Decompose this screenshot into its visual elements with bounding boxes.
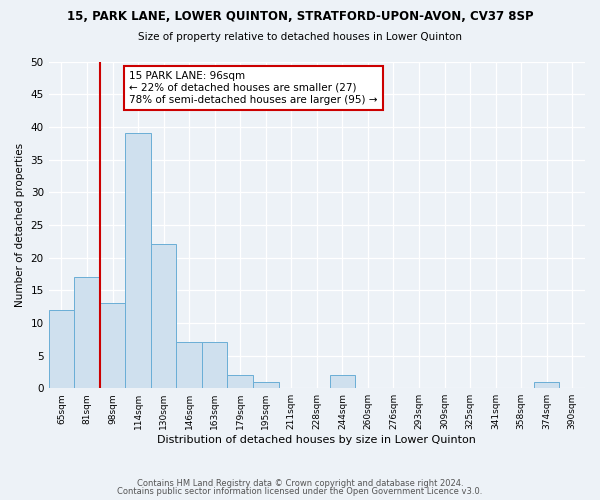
Bar [125, 134, 151, 388]
Bar [253, 382, 278, 388]
Bar [74, 277, 100, 388]
Bar [329, 375, 355, 388]
Text: Size of property relative to detached houses in Lower Quinton: Size of property relative to detached ho… [138, 32, 462, 42]
X-axis label: Distribution of detached houses by size in Lower Quinton: Distribution of detached houses by size … [157, 435, 476, 445]
Text: Contains public sector information licensed under the Open Government Licence v3: Contains public sector information licen… [118, 487, 482, 496]
Bar [227, 375, 253, 388]
Bar [202, 342, 227, 388]
Bar [49, 310, 74, 388]
Bar [176, 342, 202, 388]
Text: Contains HM Land Registry data © Crown copyright and database right 2024.: Contains HM Land Registry data © Crown c… [137, 478, 463, 488]
Bar [151, 244, 176, 388]
Bar [534, 382, 559, 388]
Y-axis label: Number of detached properties: Number of detached properties [15, 143, 25, 307]
Text: 15 PARK LANE: 96sqm
← 22% of detached houses are smaller (27)
78% of semi-detach: 15 PARK LANE: 96sqm ← 22% of detached ho… [129, 72, 377, 104]
Text: 15, PARK LANE, LOWER QUINTON, STRATFORD-UPON-AVON, CV37 8SP: 15, PARK LANE, LOWER QUINTON, STRATFORD-… [67, 10, 533, 23]
Bar [100, 304, 125, 388]
